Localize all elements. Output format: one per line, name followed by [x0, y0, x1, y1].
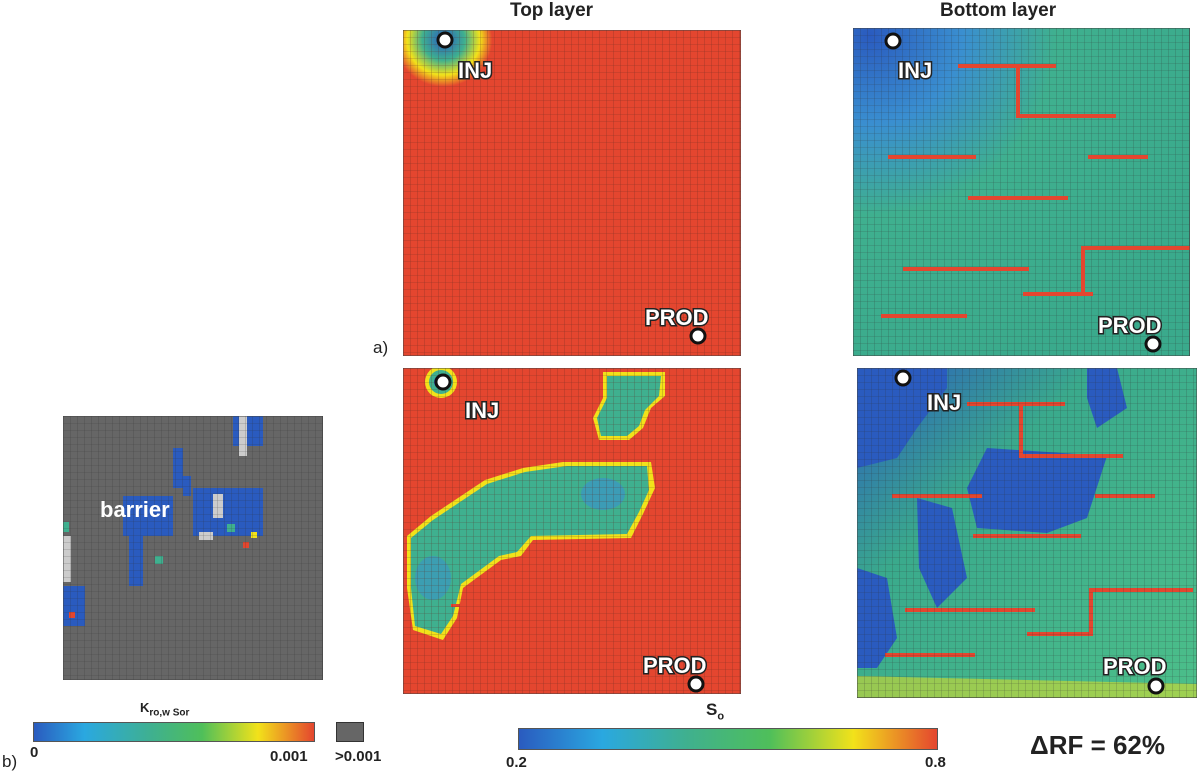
- so-title-sub: o: [717, 710, 725, 723]
- kro-colorbar: [33, 722, 315, 742]
- kro-title-main: K: [140, 700, 150, 715]
- delta-rf-label: ΔRF = 62%: [1030, 730, 1166, 760]
- kro-max-label: 0.001: [270, 748, 308, 765]
- prod-label: PROD: [1098, 313, 1162, 338]
- well-overlay-b-bottom: INJ PROD: [894, 369, 1168, 695]
- inj-well-marker: [436, 31, 454, 49]
- panel-label-b: b): [2, 752, 18, 771]
- inj-label: INJ: [898, 58, 932, 83]
- kro-colorbar-title: Kro,w Sor: [140, 700, 189, 719]
- prod-label: PROD: [645, 305, 709, 330]
- inj-label: INJ: [465, 398, 499, 423]
- prod-well-marker: [1144, 335, 1162, 353]
- inj-label: INJ: [458, 58, 492, 83]
- inj-label: INJ: [927, 390, 961, 415]
- kro-map-panel: [63, 416, 323, 680]
- well-overlay-b-top: INJ PROD: [434, 373, 708, 693]
- top-layer-header: Top layer: [510, 0, 594, 21]
- kro-gray-label: >0.001: [335, 748, 382, 765]
- bottom-layer-header: Bottom layer: [940, 0, 1057, 21]
- top-layer-panel-a: [403, 30, 741, 356]
- bottom-layer-map-b: [857, 368, 1197, 698]
- top-layer-map-a: [403, 30, 741, 356]
- bottom-layer-panel-b: [857, 368, 1197, 698]
- so-max-label: 0.8: [925, 754, 946, 771]
- top-layer-map-b: [403, 368, 741, 694]
- bottom-layer-panel-a: [853, 28, 1190, 356]
- prod-well-marker: [687, 675, 705, 693]
- so-colorbar-title: So: [706, 700, 724, 722]
- well-overlay-a-bottom: INJ PROD: [884, 32, 1163, 353]
- bottom-layer-map-a: [853, 28, 1190, 356]
- barrier-label: barrier: [100, 497, 170, 522]
- inj-well-marker: [894, 369, 912, 387]
- inj-well-marker: [884, 32, 902, 50]
- so-colorbar: [518, 728, 938, 750]
- prod-well-marker: [1147, 677, 1165, 695]
- so-title-main: S: [706, 700, 718, 719]
- top-layer-panel-b: [403, 368, 741, 694]
- prod-label: PROD: [1103, 654, 1167, 679]
- kro-gray-swatch: [336, 722, 364, 742]
- well-overlay-a-top: INJ PROD: [436, 31, 710, 345]
- so-min-label: 0.2: [506, 754, 527, 771]
- kro-title-sub: ro,w Sor: [149, 707, 190, 719]
- barrier-segments: [881, 64, 1190, 318]
- kro-map: [63, 416, 323, 680]
- inj-well-marker: [434, 373, 452, 391]
- panel-label-a: a): [373, 338, 389, 357]
- prod-label: PROD: [643, 653, 707, 678]
- prod-well-marker: [689, 327, 707, 345]
- kro-min-label: 0: [30, 744, 39, 761]
